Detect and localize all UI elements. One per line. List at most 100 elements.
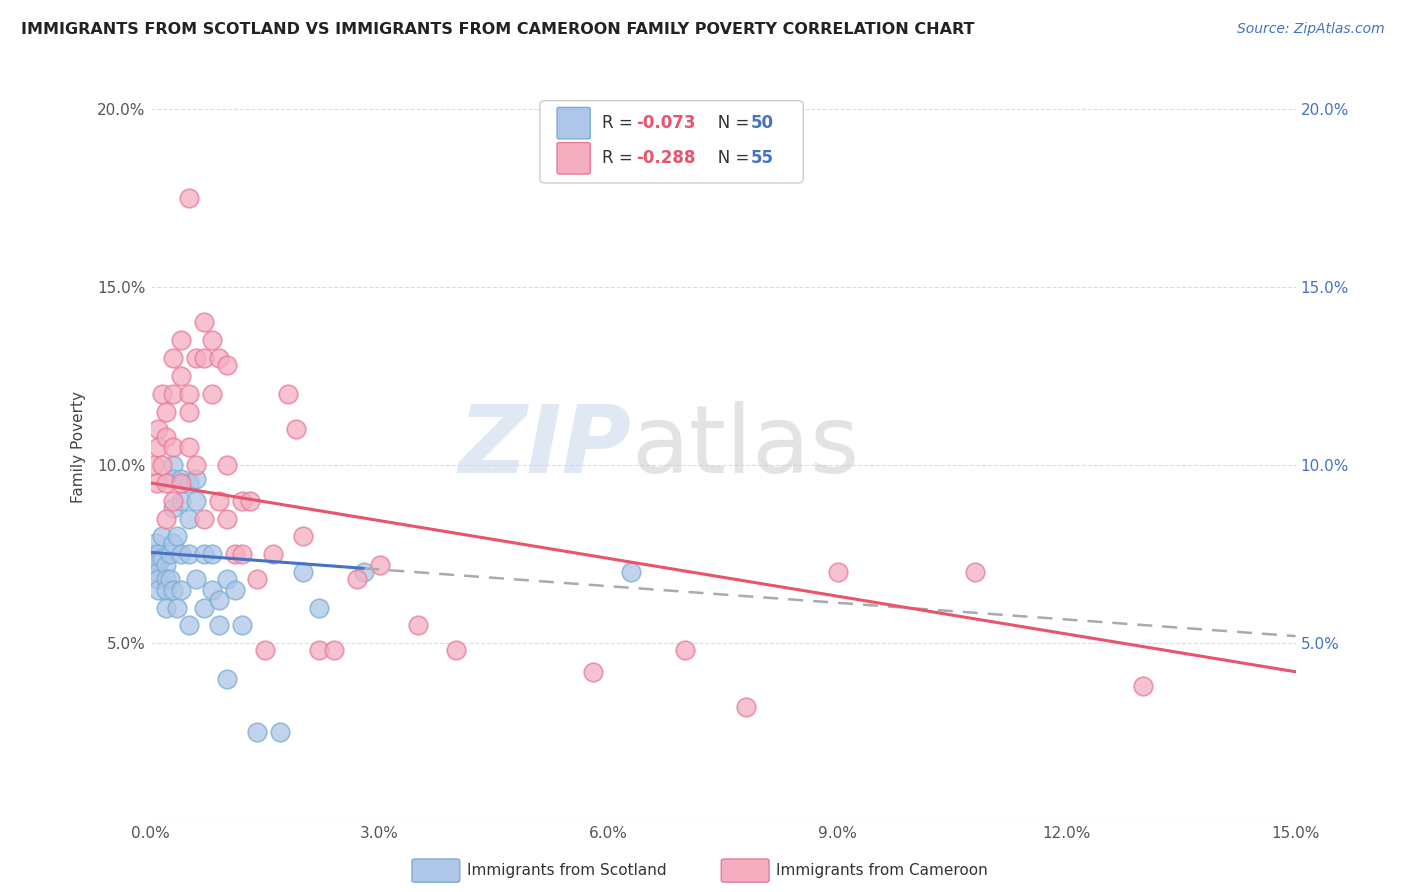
Text: -0.288: -0.288 [636, 149, 696, 168]
Point [239, 493, 262, 508]
Text: R =: R = [602, 149, 638, 168]
Point [148, 572, 170, 586]
Point [145, 475, 167, 490]
Point [827, 565, 849, 579]
Point [201, 386, 224, 401]
Point [155, 511, 177, 525]
Point [582, 665, 605, 679]
Text: -0.073: -0.073 [636, 114, 696, 132]
Point [208, 618, 231, 632]
Point [162, 458, 184, 472]
Point [159, 572, 181, 586]
Point [155, 558, 177, 572]
Point [148, 554, 170, 568]
Point [186, 351, 208, 365]
Point [193, 316, 215, 330]
Point [170, 493, 193, 508]
Point [162, 472, 184, 486]
Point [193, 547, 215, 561]
Text: R =: R = [602, 114, 638, 132]
Point [193, 600, 215, 615]
Point [166, 529, 188, 543]
Point [193, 511, 215, 525]
Point [215, 572, 238, 586]
Point [254, 643, 277, 657]
Text: atlas: atlas [631, 401, 859, 493]
Text: 55: 55 [751, 149, 773, 168]
Point [166, 600, 188, 615]
Point [155, 429, 177, 443]
Point [186, 458, 208, 472]
Point [215, 358, 238, 372]
Point [148, 565, 170, 579]
Point [143, 458, 166, 472]
Point [246, 572, 269, 586]
Point [155, 600, 177, 615]
Text: N =: N = [703, 114, 755, 132]
Point [231, 618, 253, 632]
FancyBboxPatch shape [557, 107, 591, 139]
Point [177, 475, 200, 490]
Point [292, 565, 315, 579]
Point [735, 700, 758, 714]
Point [155, 582, 177, 597]
Point [155, 475, 177, 490]
Point [162, 351, 184, 365]
Point [150, 386, 173, 401]
Point [353, 565, 375, 579]
Point [177, 511, 200, 525]
Point [150, 458, 173, 472]
Point [145, 536, 167, 550]
Point [444, 643, 467, 657]
Point [162, 386, 184, 401]
Text: IMMIGRANTS FROM SCOTLAND VS IMMIGRANTS FROM CAMEROON FAMILY POVERTY CORRELATION : IMMIGRANTS FROM SCOTLAND VS IMMIGRANTS F… [21, 22, 974, 37]
Point [177, 547, 200, 561]
Point [186, 572, 208, 586]
Point [150, 529, 173, 543]
Point [346, 572, 368, 586]
Point [150, 550, 173, 565]
Point [148, 422, 170, 436]
Point [246, 725, 269, 739]
Point [162, 536, 184, 550]
Point [170, 368, 193, 383]
Point [170, 472, 193, 486]
Point [224, 582, 246, 597]
Y-axis label: Family Poverty: Family Poverty [72, 392, 86, 503]
FancyBboxPatch shape [540, 101, 803, 183]
Point [162, 440, 184, 454]
Point [193, 351, 215, 365]
Point [1132, 679, 1154, 693]
Point [177, 386, 200, 401]
Point [269, 725, 291, 739]
Point [170, 333, 193, 347]
Text: N =: N = [703, 149, 755, 168]
Point [215, 511, 238, 525]
Point [262, 547, 284, 561]
Point [186, 472, 208, 486]
Point [155, 572, 177, 586]
Point [284, 422, 307, 436]
Point [231, 493, 253, 508]
Point [201, 582, 224, 597]
Point [620, 565, 643, 579]
Point [277, 386, 299, 401]
Point [201, 547, 224, 561]
Point [308, 600, 330, 615]
Text: Immigrants from Scotland: Immigrants from Scotland [467, 863, 666, 878]
Point [162, 582, 184, 597]
Point [231, 547, 253, 561]
Point [143, 547, 166, 561]
Point [145, 558, 167, 572]
Point [368, 558, 391, 572]
Point [673, 643, 696, 657]
Text: Source: ZipAtlas.com: Source: ZipAtlas.com [1237, 22, 1385, 37]
Point [148, 547, 170, 561]
Point [155, 404, 177, 418]
Text: ZIP: ZIP [458, 401, 631, 493]
Point [208, 351, 231, 365]
Point [963, 565, 986, 579]
Point [162, 500, 184, 515]
Point [177, 404, 200, 418]
Point [201, 333, 224, 347]
